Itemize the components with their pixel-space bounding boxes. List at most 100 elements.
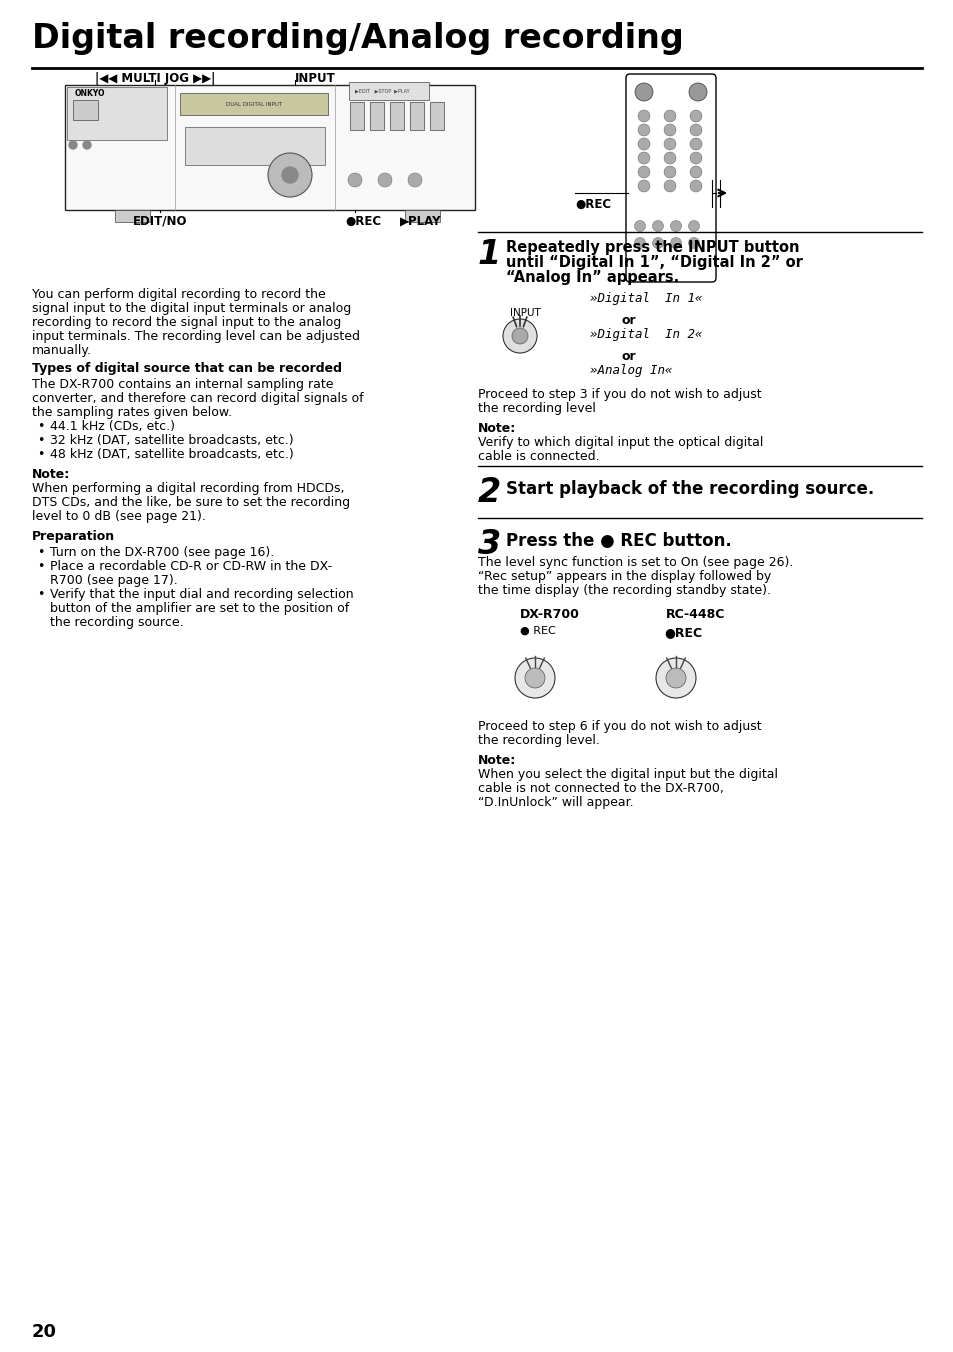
Text: ●REC: ●REC <box>575 197 611 211</box>
Circle shape <box>638 151 649 164</box>
Circle shape <box>689 110 701 122</box>
Text: ONKYO: ONKYO <box>75 89 106 97</box>
Bar <box>370 101 384 130</box>
Circle shape <box>689 166 701 178</box>
Circle shape <box>652 220 662 231</box>
Circle shape <box>688 220 699 231</box>
Bar <box>405 210 439 222</box>
Circle shape <box>688 82 706 101</box>
Text: the recording source.: the recording source. <box>50 617 183 629</box>
Text: DUAL DIGITAL INPUT: DUAL DIGITAL INPUT <box>226 101 282 107</box>
Text: cable is connected.: cable is connected. <box>477 450 599 462</box>
Text: ●REC: ●REC <box>345 215 381 228</box>
Text: the recording level.: the recording level. <box>477 734 599 748</box>
Text: Digital recording/Analog recording: Digital recording/Analog recording <box>32 22 683 55</box>
Text: DX-R700: DX-R700 <box>519 608 579 621</box>
Circle shape <box>689 124 701 137</box>
Circle shape <box>282 168 297 183</box>
Text: EDIT/NO: EDIT/NO <box>132 215 187 228</box>
Text: The DX-R700 contains an internal sampling rate: The DX-R700 contains an internal samplin… <box>32 379 334 391</box>
Text: Verify that the input dial and recording selection: Verify that the input dial and recording… <box>50 588 354 602</box>
Circle shape <box>512 329 527 343</box>
Text: cable is not connected to the DX-R700,: cable is not connected to the DX-R700, <box>477 781 723 795</box>
Circle shape <box>670 238 680 249</box>
Text: •: • <box>37 588 45 602</box>
Text: button of the amplifier are set to the position of: button of the amplifier are set to the p… <box>50 602 349 615</box>
Circle shape <box>638 110 649 122</box>
Text: Preparation: Preparation <box>32 530 115 544</box>
Text: “Analog In” appears.: “Analog In” appears. <box>505 270 679 285</box>
Circle shape <box>348 173 361 187</box>
Circle shape <box>665 668 685 688</box>
Text: When you select the digital input but the digital: When you select the digital input but th… <box>477 768 778 781</box>
Text: Proceed to step 3 if you do not wish to adjust: Proceed to step 3 if you do not wish to … <box>477 388 760 402</box>
Circle shape <box>663 151 676 164</box>
Circle shape <box>268 153 312 197</box>
Bar <box>65 85 475 210</box>
Bar <box>350 101 364 130</box>
Circle shape <box>689 151 701 164</box>
Text: the recording level: the recording level <box>477 402 596 415</box>
Text: The level sync function is set to On (see page 26).: The level sync function is set to On (se… <box>477 556 793 569</box>
Text: input terminals. The recording level can be adjusted: input terminals. The recording level can… <box>32 330 359 343</box>
Text: •: • <box>37 434 45 448</box>
Circle shape <box>663 124 676 137</box>
Circle shape <box>634 220 645 231</box>
Circle shape <box>638 180 649 192</box>
Text: Note:: Note: <box>32 468 71 481</box>
Circle shape <box>663 138 676 150</box>
Circle shape <box>688 238 699 249</box>
Text: INPUT: INPUT <box>510 308 540 318</box>
Text: •: • <box>37 420 45 433</box>
Text: Place a recordable CD-R or CD-RW in the DX-: Place a recordable CD-R or CD-RW in the … <box>50 560 332 573</box>
Text: 44.1 kHz (CDs, etc.): 44.1 kHz (CDs, etc.) <box>50 420 174 433</box>
Text: or: or <box>621 350 636 362</box>
Text: Note:: Note: <box>477 754 516 767</box>
Circle shape <box>408 173 421 187</box>
Text: R700 (see page 17).: R700 (see page 17). <box>50 575 177 587</box>
Circle shape <box>656 658 696 698</box>
Circle shape <box>663 166 676 178</box>
Text: Proceed to step 6 if you do not wish to adjust: Proceed to step 6 if you do not wish to … <box>477 721 760 733</box>
Circle shape <box>663 110 676 122</box>
Circle shape <box>524 668 544 688</box>
Text: converter, and therefore can record digital signals of: converter, and therefore can record digi… <box>32 392 363 406</box>
Text: »Digital  In 2«: »Digital In 2« <box>589 329 701 341</box>
Text: “Rec setup” appears in the display followed by: “Rec setup” appears in the display follo… <box>477 571 770 583</box>
Text: ●REC: ●REC <box>663 626 701 639</box>
Text: manually.: manually. <box>32 343 91 357</box>
Text: 32 kHz (DAT, satellite broadcasts, etc.): 32 kHz (DAT, satellite broadcasts, etc.) <box>50 434 294 448</box>
Bar <box>73 100 98 120</box>
Bar <box>67 87 167 141</box>
Text: »Analog In«: »Analog In« <box>589 364 672 377</box>
Text: DTS CDs, and the like, be sure to set the recording: DTS CDs, and the like, be sure to set th… <box>32 496 350 508</box>
Circle shape <box>638 138 649 150</box>
Text: Note:: Note: <box>477 422 516 435</box>
Text: RC-448C: RC-448C <box>665 608 724 621</box>
Circle shape <box>638 124 649 137</box>
Text: Repeatedly press the INPUT button: Repeatedly press the INPUT button <box>505 241 799 256</box>
Text: Verify to which digital input the optical digital: Verify to which digital input the optica… <box>477 435 762 449</box>
Bar <box>430 101 443 130</box>
Text: until “Digital In 1”, “Digital In 2” or: until “Digital In 1”, “Digital In 2” or <box>505 256 802 270</box>
Circle shape <box>689 180 701 192</box>
Text: When performing a digital recording from HDCDs,: When performing a digital recording from… <box>32 483 344 495</box>
Circle shape <box>689 138 701 150</box>
Text: Start playback of the recording source.: Start playback of the recording source. <box>505 480 873 498</box>
Text: recording to record the signal input to the analog: recording to record the signal input to … <box>32 316 341 329</box>
Text: Types of digital source that can be recorded: Types of digital source that can be reco… <box>32 362 341 375</box>
Circle shape <box>635 82 652 101</box>
Text: 48 kHz (DAT, satellite broadcasts, etc.): 48 kHz (DAT, satellite broadcasts, etc.) <box>50 448 294 461</box>
Text: ● REC: ● REC <box>519 626 556 635</box>
Text: 1: 1 <box>477 238 500 270</box>
Text: “D.InUnlock” will appear.: “D.InUnlock” will appear. <box>477 796 633 808</box>
Text: ▶EDIT   ▶STOP  ▶PLAY: ▶EDIT ▶STOP ▶PLAY <box>355 88 409 93</box>
Text: •: • <box>37 560 45 573</box>
Circle shape <box>670 220 680 231</box>
Text: INPUT: INPUT <box>294 72 335 85</box>
Text: You can perform digital recording to record the: You can perform digital recording to rec… <box>32 288 325 301</box>
Text: Turn on the DX-R700 (see page 16).: Turn on the DX-R700 (see page 16). <box>50 546 274 558</box>
Text: •: • <box>37 546 45 558</box>
Text: the sampling rates given below.: the sampling rates given below. <box>32 406 232 419</box>
Circle shape <box>83 141 91 149</box>
